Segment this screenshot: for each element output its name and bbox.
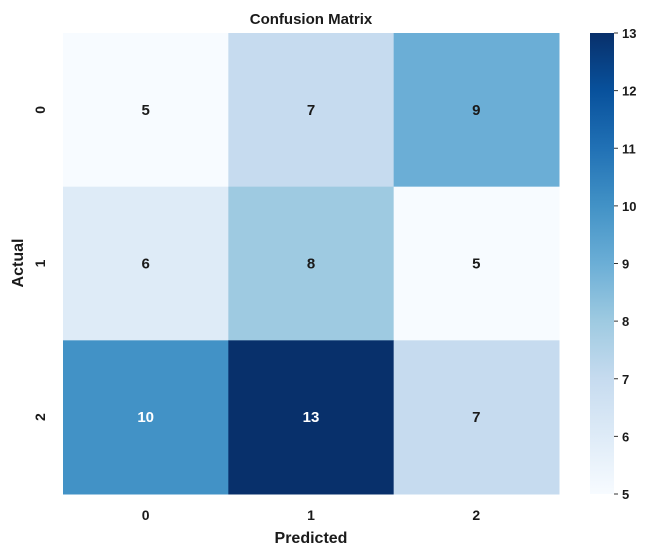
y-tick-label: 2	[32, 413, 48, 421]
cell-value-label: 13	[303, 409, 320, 426]
x-axis-ticks: 0 1 2	[142, 507, 481, 523]
heatmap-cell-2-1	[228, 340, 395, 495]
y-axis-ticks: 0 1 2	[32, 106, 48, 421]
y-tick-label: 0	[32, 106, 48, 114]
cell-value-label: 5	[472, 256, 480, 273]
chart-title: Confusion Matrix	[250, 11, 373, 28]
heatmap-cell-2-0	[63, 340, 229, 495]
heatmap-cell-1-1	[228, 186, 395, 341]
heatmap-cell-0-0	[63, 33, 229, 188]
colorbar-tick-label: 12	[622, 84, 636, 99]
colorbar-ticks: 5 6 7 8 9 10 11 12 13	[614, 26, 636, 502]
x-tick-label: 0	[142, 507, 150, 523]
cell-value-label: 9	[472, 102, 480, 119]
cell-value-label: 5	[141, 102, 149, 119]
heatmap-grid: 5 7 9 6 8 5 10 13 7	[63, 33, 560, 495]
y-axis-label: Actual	[10, 239, 27, 288]
colorbar-tick-label: 11	[622, 141, 636, 156]
cell-value-label: 10	[137, 409, 154, 426]
x-axis-label: Predicted	[275, 530, 348, 547]
cell-value-label: 7	[472, 409, 480, 426]
cell-value-label: 7	[307, 102, 315, 119]
heatmap-cell-0-2	[393, 33, 560, 188]
colorbar-tick-label: 7	[622, 372, 629, 387]
heatmap-cell-1-2	[393, 186, 560, 341]
y-tick-label: 1	[32, 259, 48, 267]
colorbar-tick-label: 5	[622, 487, 629, 502]
colorbar-tick-label: 9	[622, 257, 629, 272]
colorbar-tick-label: 8	[622, 314, 629, 329]
colorbar	[590, 33, 614, 494]
colorbar-tick-label: 10	[622, 199, 636, 214]
heatmap-cell-0-1	[228, 33, 395, 188]
cell-value-label: 6	[141, 256, 149, 273]
colorbar-tick-label: 13	[622, 26, 636, 41]
colorbar-tick-label: 6	[622, 429, 629, 444]
heatmap-cell-1-0	[63, 186, 229, 341]
heatmap-cell-2-2	[393, 340, 560, 495]
cell-value-label: 8	[307, 256, 315, 273]
x-tick-label: 2	[472, 507, 480, 523]
x-tick-label: 1	[307, 507, 315, 523]
